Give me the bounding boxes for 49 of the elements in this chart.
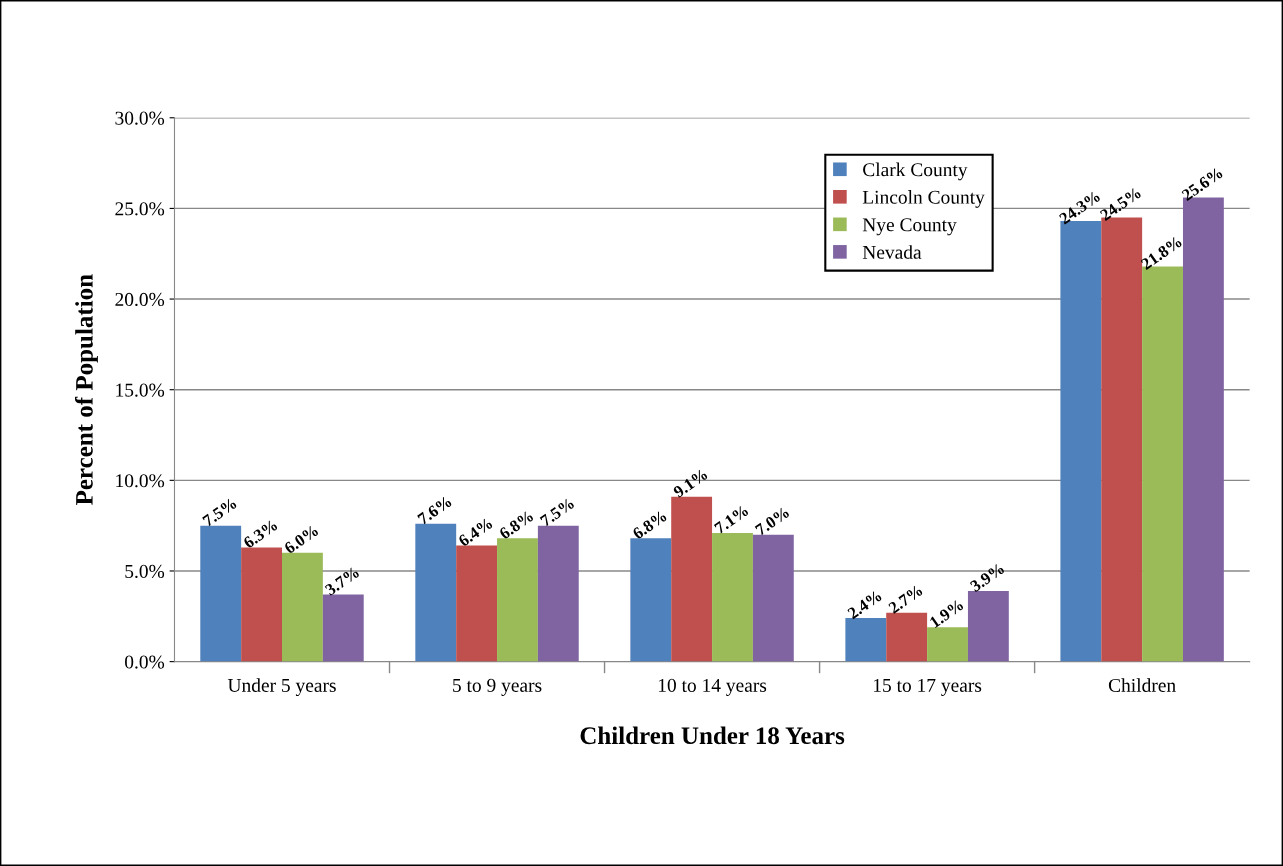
bar — [845, 618, 887, 662]
data-label: 2.7% — [887, 584, 924, 614]
data-label: 2.4% — [846, 589, 883, 620]
data-label: 6.8% — [498, 510, 534, 540]
bar — [322, 594, 364, 662]
data-label: 7.6% — [417, 495, 453, 525]
x-tick-label: 5 to 9 years — [453, 678, 542, 696]
y-tick-label: 5.0% — [125, 564, 165, 579]
data-label: 3.9% — [969, 562, 1005, 593]
bar — [886, 612, 928, 662]
data-label: 6.8% — [631, 510, 668, 540]
y-axis-title: Percent of Population — [74, 274, 98, 506]
legend-label: Lincoln County — [862, 190, 985, 208]
legend-label: Nye County — [862, 218, 957, 236]
y-tick-label: 20.0% — [115, 292, 165, 307]
y-tick-label: 25.0% — [115, 202, 165, 216]
data-label: 7.0% — [754, 506, 790, 536]
data-label: 1.9% — [929, 598, 964, 629]
bar — [671, 496, 713, 662]
bar — [282, 552, 323, 662]
data-label: 6.0% — [283, 524, 319, 555]
bar — [200, 525, 242, 662]
bar — [967, 590, 1009, 662]
legend-label: Nevada — [862, 245, 922, 259]
data-label: 6.4% — [457, 517, 494, 547]
bar — [752, 534, 794, 662]
x-tick-label: Under 5 years — [227, 678, 336, 696]
data-label: 7.5% — [539, 497, 575, 527]
bar — [241, 547, 282, 662]
bar — [927, 627, 968, 662]
y-tick-label: 15.0% — [116, 383, 165, 397]
bar — [537, 525, 579, 662]
y-tick-label: 10.0% — [116, 474, 165, 488]
bar — [456, 545, 498, 662]
data-label: 6.3% — [242, 519, 279, 549]
x-tick-label: 10 to 14 years — [658, 678, 767, 696]
bar — [712, 532, 753, 662]
x-tick-label: 15 to 17 years — [873, 678, 982, 696]
data-label: 7.1% — [713, 504, 749, 535]
data-label: 7.5% — [202, 497, 238, 527]
x-axis-title: Children Under 18 Years — [580, 726, 845, 745]
bar — [497, 538, 538, 662]
x-tick-label: Children — [1108, 678, 1176, 692]
bar — [415, 523, 457, 662]
y-tick-label: 0.0% — [125, 655, 165, 669]
legend-label: Clark County — [863, 162, 968, 181]
data-label: 9.1% — [672, 468, 709, 499]
bar — [630, 538, 672, 662]
y-tick-label: 30.0% — [115, 111, 165, 125]
